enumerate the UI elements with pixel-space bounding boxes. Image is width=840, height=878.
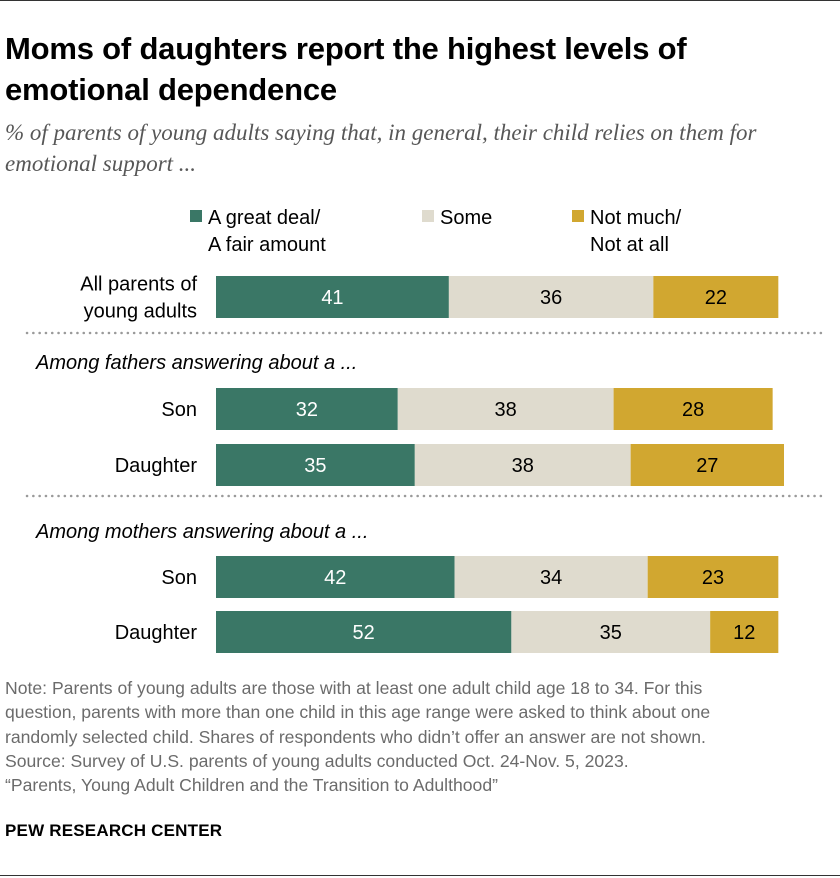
group-heading: Among fathers answering about a ...	[35, 352, 357, 374]
category-label: young adults	[84, 301, 197, 323]
bar-segment	[448, 276, 654, 318]
category-label: Daughter	[115, 455, 198, 477]
legend-label: Not much/	[590, 207, 682, 229]
data-label: 35	[304, 455, 326, 477]
chart-title: Moms of daughters report the highest lev…	[5, 31, 687, 107]
data-label: 23	[702, 567, 724, 589]
legend-swatch	[422, 210, 434, 222]
bar-segment	[414, 444, 631, 486]
category-label: All parents of	[80, 274, 197, 296]
note-line: question, parents with more than one chi…	[5, 702, 711, 723]
bar-segment	[454, 556, 648, 598]
category-label: Daughter	[115, 622, 198, 644]
bar-segment	[710, 611, 779, 653]
bar-segment	[647, 556, 779, 598]
legend-swatch	[190, 210, 202, 222]
chart-subtitle: % of parents of young adults saying that…	[5, 120, 757, 176]
legend-label: A fair amount	[208, 234, 326, 256]
legend-label: Some	[440, 207, 492, 229]
data-label: 28	[682, 399, 704, 421]
bar-segment	[216, 276, 449, 318]
data-label: 32	[296, 399, 318, 421]
source-line: Source: Survey of U.S. parents of young …	[5, 750, 629, 771]
data-label: 38	[495, 399, 517, 421]
bar-segment	[613, 388, 773, 430]
category-label: Son	[161, 399, 197, 421]
bar-segment	[216, 556, 455, 598]
stacked-bar-chart: A great deal/A fair amount Some Not much/N…	[25, 207, 824, 653]
data-label: 36	[540, 287, 562, 309]
data-label: 22	[705, 287, 727, 309]
data-label: 52	[353, 622, 375, 644]
bottom-rule	[0, 875, 840, 876]
bar-segment	[216, 388, 398, 430]
data-label: 42	[324, 567, 346, 589]
group-heading: Among mothers answering about a ...	[35, 521, 368, 543]
category-label: Son	[161, 567, 197, 589]
bar-segment	[216, 444, 415, 486]
data-label: 12	[733, 622, 755, 644]
chart-note: Note: Parents of young adults are those …	[5, 676, 835, 797]
data-label: 34	[540, 567, 562, 589]
bar-segment	[653, 276, 779, 318]
data-label: 35	[600, 622, 622, 644]
note-line: Note: Parents of young adults are those …	[5, 678, 703, 698]
legend-swatch	[572, 210, 584, 222]
data-label: 38	[512, 455, 534, 477]
bar-segment	[216, 611, 512, 653]
top-rule	[0, 0, 840, 1]
report-title-line: “Parents, Young Adult Children and the T…	[5, 775, 498, 796]
bar-segment	[511, 611, 711, 653]
pew-research-center-logo: PEW RESEARCH CENTER	[5, 821, 223, 840]
bar-segment	[630, 444, 784, 486]
data-label: 41	[321, 287, 343, 309]
bar-segment	[397, 388, 614, 430]
note-line: randomly selected child. Shares of respo…	[5, 726, 706, 747]
data-label: 27	[696, 455, 718, 477]
legend-label: Not at all	[590, 234, 669, 256]
legend-label: A great deal/	[208, 207, 321, 229]
